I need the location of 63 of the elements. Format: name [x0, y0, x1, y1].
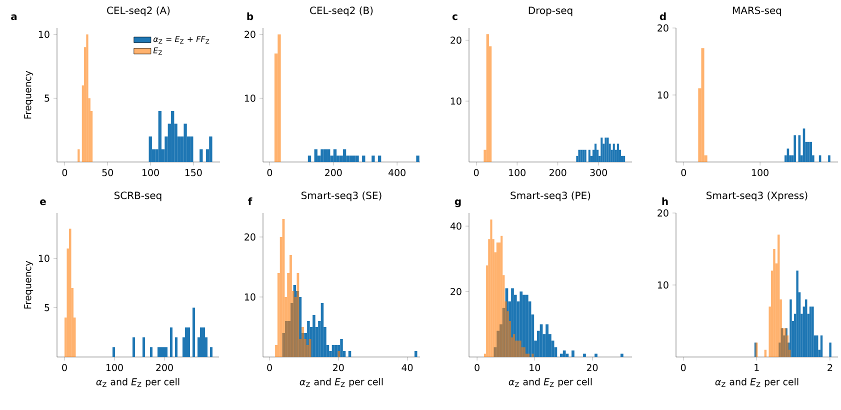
- y-tick-label: 20: [450, 36, 462, 44]
- y-tick-label: 20: [658, 209, 668, 217]
- chart-title: Drop-seq: [528, 6, 572, 16]
- text: f: [248, 197, 252, 205]
- x-tick-label: 400: [388, 169, 406, 176]
- x-tick-label: 40: [402, 364, 413, 372]
- y-tick-label: 10: [38, 30, 50, 38]
- y-tick-label: 20: [658, 24, 668, 32]
- x-axis-title: α$_{Z}$ and E$_{Z}$ per cell: [96, 378, 180, 388]
- x-tick-label: 0: [267, 364, 272, 372]
- x-tick-label: 2: [828, 364, 832, 372]
- x-tick-label: 100: [752, 169, 768, 176]
- y-tick-label: 10: [450, 98, 462, 105]
- x-tick-label: 150: [185, 169, 202, 176]
- chart-title: Smart-seq3 (SE): [302, 191, 382, 202]
- y-tick-label: 20: [244, 30, 256, 38]
- x-tick-label: 300: [590, 169, 607, 176]
- x-tick-label: 0: [62, 169, 68, 176]
- x-tick-label: 100: [142, 169, 159, 176]
- text: d: [660, 12, 666, 20]
- y-tick-label: 40: [450, 222, 462, 230]
- y-tick-label: 5: [44, 304, 50, 312]
- chart-title: SCRB-seq: [114, 192, 162, 202]
- x-axis-title: α$_{Z}$ and E$_{Z}$ per cell: [300, 378, 383, 388]
- text: a: [11, 14, 17, 20]
- chart-title: Smart-seq3 (Xpress): [706, 191, 808, 202]
- x-tick-label: 20: [333, 364, 344, 372]
- x-tick-label: 10: [530, 364, 540, 372]
- y-tick-label: 20: [450, 288, 462, 296]
- y-tick-label: 10: [38, 254, 50, 262]
- x-tick-label: 0: [267, 169, 272, 176]
- x-tick-label: 0: [681, 169, 686, 176]
- chart-title: CEL-seq2 (B): [310, 6, 373, 16]
- x-tick-label: 50: [102, 169, 114, 176]
- y-tick-label: 10: [658, 281, 668, 289]
- x-tick-label: 100: [509, 169, 526, 176]
- y-tick-label: 20: [244, 233, 256, 241]
- chart-title: CEL-seq2 (A): [107, 6, 170, 16]
- y-axis-title: Frequency: [24, 70, 34, 119]
- y-tick-label: 10: [244, 94, 256, 102]
- x-tick-label: 0: [62, 364, 67, 372]
- x-tick-label: 200: [156, 364, 173, 372]
- x-tick-label: 0: [680, 364, 686, 372]
- y-axis-title: Frequency: [24, 260, 34, 309]
- chart-title: MARS-seq: [733, 6, 782, 16]
- x-axis-title: α$_{Z}$ and E$_{Z}$ per cell: [715, 378, 798, 388]
- x-axis-title: α$_{Z}$ and E$_{Z}$ per cell: [508, 378, 592, 388]
- x-tick-label: 200: [549, 169, 566, 176]
- text: b: [247, 12, 254, 20]
- x-tick-label: 0: [474, 364, 480, 372]
- y-tick-label: 10: [658, 91, 668, 99]
- text: c: [452, 14, 458, 20]
- x-tick-label: 0: [474, 169, 479, 176]
- text: e: [40, 199, 46, 206]
- y-tick-label: 5: [44, 94, 50, 102]
- x-tick-label: 100: [106, 364, 123, 372]
- y-tick-label: 10: [244, 293, 256, 301]
- x-tick-label: 1: [754, 364, 759, 371]
- text: h: [662, 197, 668, 205]
- x-tick-label: 200: [325, 169, 342, 176]
- chart-title: Smart-seq3 (PE): [510, 191, 590, 202]
- x-tick-label: 20: [586, 364, 598, 372]
- text: g: [454, 199, 461, 208]
